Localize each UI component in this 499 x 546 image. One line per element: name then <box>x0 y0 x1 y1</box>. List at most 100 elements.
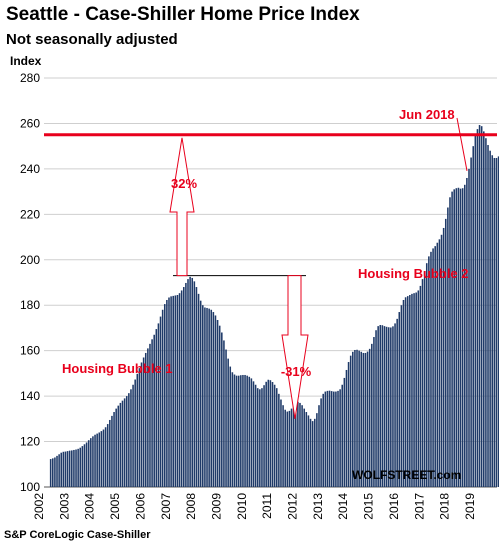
bar <box>335 391 337 487</box>
bar <box>463 184 466 488</box>
bar <box>121 400 124 487</box>
bar <box>476 129 479 487</box>
bar <box>178 293 181 487</box>
bar <box>109 419 111 487</box>
bar <box>286 411 289 487</box>
bar <box>149 343 151 487</box>
x-tick-label: 2014 <box>336 493 350 520</box>
bar <box>248 376 251 487</box>
bar <box>455 188 458 488</box>
bar <box>90 438 92 487</box>
bar <box>132 384 134 487</box>
bar <box>438 239 441 487</box>
x-tick-label: 2018 <box>438 493 452 520</box>
bar <box>275 388 278 487</box>
bar <box>128 393 130 487</box>
y-tick-label: 180 <box>20 298 40 312</box>
bar <box>478 125 481 487</box>
bar <box>466 177 468 487</box>
bar <box>294 402 297 487</box>
bar <box>49 459 52 487</box>
y-tick-label: 140 <box>20 389 40 403</box>
bar <box>221 332 223 487</box>
bar <box>288 410 291 487</box>
bar <box>199 300 202 487</box>
bar <box>381 325 384 487</box>
bar <box>115 408 117 487</box>
bar <box>104 427 107 487</box>
x-tick-label: 2016 <box>387 493 401 520</box>
bar <box>309 418 312 487</box>
bar <box>423 271 426 487</box>
bar <box>56 455 58 487</box>
bar <box>449 197 451 487</box>
bar <box>497 156 499 487</box>
bar <box>447 207 449 487</box>
bar <box>392 326 394 487</box>
bar <box>299 402 301 487</box>
x-tick-label: 2004 <box>83 493 97 520</box>
bar <box>347 362 350 487</box>
bar <box>123 398 126 487</box>
bar <box>66 451 69 487</box>
bar <box>113 412 115 487</box>
bar <box>155 329 158 487</box>
bar <box>136 373 139 487</box>
bar <box>406 296 409 487</box>
bar <box>305 412 308 487</box>
bar <box>62 451 65 487</box>
bar <box>385 326 388 487</box>
x-tick-label: 2005 <box>108 493 122 520</box>
y-tick-label: 200 <box>20 253 40 267</box>
bar <box>166 299 168 487</box>
x-tick-label: 2007 <box>159 493 173 520</box>
bar <box>151 339 153 487</box>
bar <box>227 358 229 487</box>
bar <box>373 337 375 487</box>
bar <box>85 442 88 487</box>
bar <box>301 405 303 487</box>
bar <box>461 188 464 488</box>
bar <box>159 316 162 487</box>
bar <box>81 446 84 487</box>
bar <box>398 312 401 487</box>
x-tick-label: 2013 <box>311 493 325 520</box>
bar <box>68 450 71 487</box>
bar <box>349 355 352 487</box>
bar <box>390 327 392 487</box>
bar <box>102 429 105 487</box>
bar <box>360 351 363 487</box>
down-arrow <box>281 275 309 419</box>
bar <box>430 251 432 487</box>
bar <box>345 369 348 487</box>
bar <box>290 408 293 487</box>
bar <box>168 297 170 487</box>
bar <box>140 362 143 487</box>
bar <box>240 375 242 487</box>
bar <box>440 234 443 487</box>
bar <box>387 327 390 487</box>
bar <box>400 305 403 487</box>
bar <box>92 436 94 487</box>
bar <box>493 157 496 487</box>
bar <box>111 415 113 487</box>
bar <box>324 391 327 487</box>
x-tick-label: 2012 <box>286 493 300 520</box>
bar <box>432 248 434 487</box>
y-tick-label: 220 <box>20 207 40 221</box>
bar <box>71 450 73 487</box>
bar <box>106 424 109 487</box>
bar <box>267 379 270 487</box>
bubble1-label: Housing Bubble 1 <box>62 361 173 376</box>
bar <box>284 409 286 487</box>
bar <box>328 390 331 487</box>
bar <box>233 374 236 487</box>
bar <box>297 401 299 487</box>
bar <box>311 421 314 487</box>
bar <box>330 391 333 487</box>
bar <box>413 293 415 487</box>
bar <box>453 189 455 488</box>
bar <box>280 399 282 487</box>
bar <box>271 382 274 487</box>
bar <box>419 285 422 487</box>
